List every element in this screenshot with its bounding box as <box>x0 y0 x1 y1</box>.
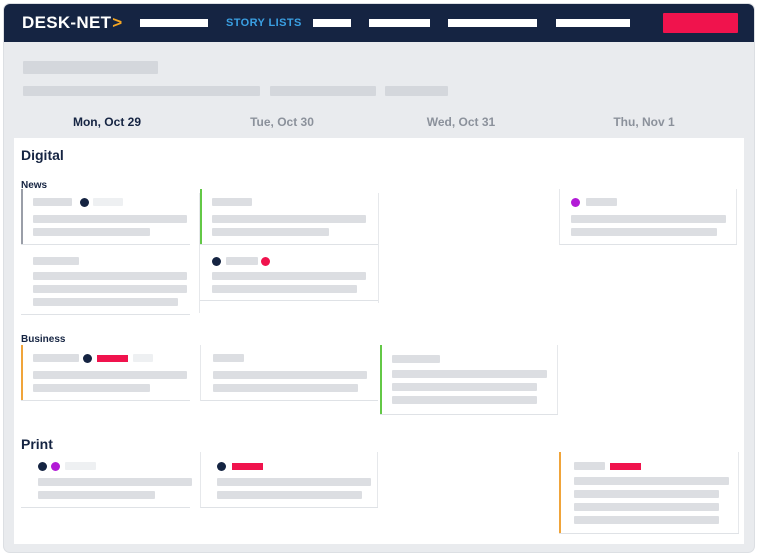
card-meta-placeholder <box>213 354 244 362</box>
section-title-print: Print <box>21 436 53 452</box>
card-status-border <box>380 345 382 414</box>
assignee-dot <box>217 462 226 471</box>
card-title-placeholder <box>33 371 187 379</box>
card-title-placeholder <box>212 285 357 293</box>
card-title-placeholder <box>33 298 178 306</box>
card-title-placeholder <box>217 478 371 486</box>
card-title-placeholder <box>217 491 362 499</box>
card-title-placeholder <box>392 396 537 404</box>
assignee-dot <box>80 198 89 207</box>
card-meta-placeholder <box>33 354 79 362</box>
filter-placeholder-2[interactable] <box>270 86 376 96</box>
card-meta-placeholder <box>226 257 258 265</box>
assignee-dot <box>83 354 92 363</box>
card-meta-placeholder <box>93 198 123 206</box>
story-card[interactable] <box>380 345 558 415</box>
card-meta-placeholder <box>133 354 153 362</box>
card-title-placeholder <box>571 228 717 236</box>
card-edge <box>736 189 737 244</box>
assignee-dot <box>51 462 60 471</box>
story-card[interactable] <box>21 452 192 508</box>
filter-placeholder-1[interactable] <box>23 86 260 96</box>
story-card[interactable] <box>200 189 378 245</box>
story-card[interactable] <box>21 189 190 245</box>
page-title-placeholder <box>23 61 158 74</box>
day-header-thu[interactable]: Thu, Nov 1 <box>613 115 675 129</box>
nav-item-placeholder-5[interactable] <box>556 19 630 27</box>
top-navigation: DESK-NET> STORY LISTS <box>4 4 754 42</box>
card-status-border <box>200 189 202 244</box>
card-title-placeholder <box>571 215 726 223</box>
story-card[interactable] <box>200 452 378 508</box>
nav-item-placeholder-3[interactable] <box>369 19 430 27</box>
column-divider <box>199 193 200 313</box>
card-title-placeholder <box>212 215 366 223</box>
card-meta-placeholder <box>33 198 72 206</box>
app-window: DESK-NET> STORY LISTS Mon, Oct 29 Tue, O… <box>4 4 754 552</box>
nav-item-story-lists[interactable]: STORY LISTS <box>226 17 302 29</box>
nav-item-placeholder-2[interactable] <box>313 19 351 27</box>
card-title-placeholder <box>574 477 729 485</box>
logo-text: DESK-NET <box>22 13 112 32</box>
card-title-placeholder <box>38 478 192 486</box>
card-title-placeholder <box>38 491 155 499</box>
assignee-dot <box>571 198 580 207</box>
card-meta-placeholder <box>33 257 79 265</box>
card-edge <box>557 345 558 414</box>
card-meta-placeholder <box>392 355 440 363</box>
column-divider <box>378 193 379 303</box>
status-tag <box>97 355 128 362</box>
card-edge <box>377 452 378 507</box>
nav-item-placeholder-1[interactable] <box>140 19 208 27</box>
assignee-dot <box>38 462 47 471</box>
card-title-placeholder <box>213 384 358 392</box>
card-title-placeholder <box>33 384 150 392</box>
day-header-mon[interactable]: Mon, Oct 29 <box>72 115 141 129</box>
card-title-placeholder <box>574 503 719 511</box>
story-card[interactable] <box>21 248 190 315</box>
group-title-business: Business <box>21 334 66 345</box>
priority-dot <box>261 257 270 266</box>
card-title-placeholder <box>33 228 150 236</box>
assignee-dot <box>212 257 221 266</box>
card-title-placeholder <box>33 215 187 223</box>
primary-action-button[interactable] <box>663 13 738 33</box>
card-title-placeholder <box>33 285 187 293</box>
card-status-border <box>559 452 561 533</box>
card-title-placeholder <box>574 490 719 498</box>
card-status-border <box>21 189 23 244</box>
day-header-wed[interactable]: Wed, Oct 31 <box>426 115 496 129</box>
status-tag <box>232 463 263 470</box>
card-status-border <box>21 345 23 400</box>
nav-item-placeholder-4[interactable] <box>448 19 537 27</box>
card-title-placeholder <box>213 371 367 379</box>
calendar-board: Digital News <box>14 138 744 544</box>
story-card[interactable] <box>559 189 737 245</box>
card-meta-placeholder <box>586 198 617 206</box>
logo-chevron-icon: > <box>112 13 123 32</box>
section-title-digital: Digital <box>21 147 64 163</box>
card-meta-placeholder <box>212 198 252 206</box>
card-meta-placeholder <box>574 462 605 470</box>
story-card[interactable] <box>559 452 739 534</box>
card-title-placeholder <box>212 272 366 280</box>
card-edge <box>738 452 739 533</box>
card-meta-placeholder <box>65 462 96 470</box>
card-title-placeholder <box>574 516 719 524</box>
status-tag <box>610 463 641 470</box>
card-title-placeholder <box>392 370 547 378</box>
story-card[interactable] <box>21 345 190 401</box>
story-card[interactable] <box>200 248 378 301</box>
card-title-placeholder <box>392 383 537 391</box>
card-title-placeholder <box>33 272 187 280</box>
app-logo[interactable]: DESK-NET> <box>22 13 123 33</box>
group-title-news: News <box>21 180 48 191</box>
card-title-placeholder <box>212 228 329 236</box>
day-header-tue[interactable]: Tue, Oct 30 <box>250 115 314 129</box>
filter-placeholder-3[interactable] <box>385 86 448 96</box>
story-card[interactable] <box>200 345 378 401</box>
